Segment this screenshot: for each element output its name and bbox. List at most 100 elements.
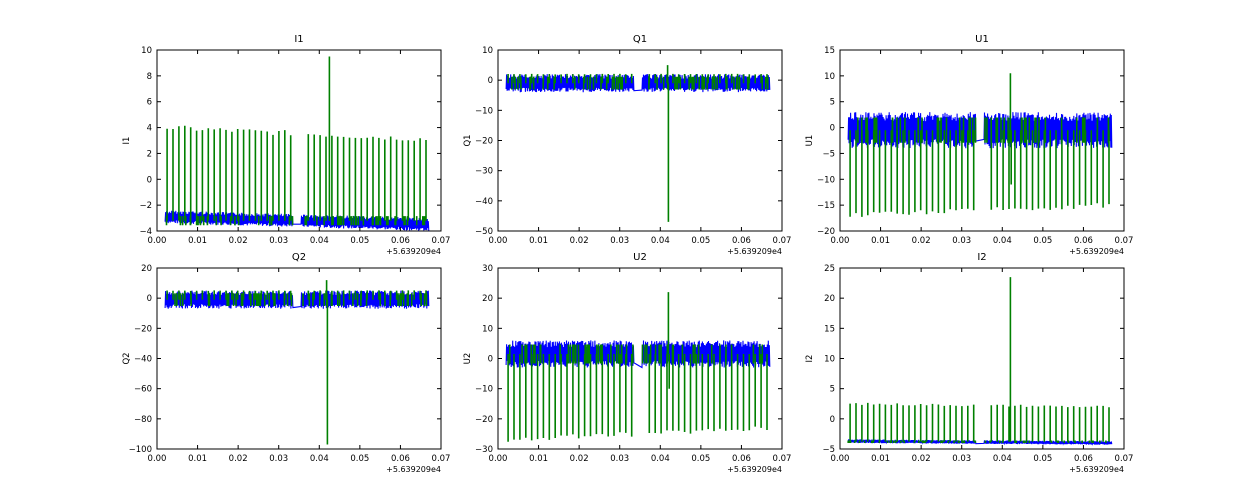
y-tick-label: −80 (134, 415, 152, 425)
y-tick-label: 15 (824, 324, 835, 334)
subplot-u1: U1 U1 0.00 0.01 0.02 0.03 0.04 0.05 0.06 0.07 −20 −… (805, 34, 1133, 256)
y-tick-label: −15 (817, 201, 835, 211)
y-tick-label: 30 (482, 264, 493, 274)
plot-area (164, 280, 430, 445)
x-tick-label: 0.04 (993, 236, 1012, 246)
y-tick-label: 5 (830, 98, 835, 108)
chart-title: Q2 (292, 252, 306, 263)
series-green-line (849, 73, 1110, 217)
x-tick-label: 0.06 (1074, 454, 1093, 464)
y-tick-label: −100 (129, 445, 152, 455)
y-tick-label: −40 (134, 355, 152, 365)
y-axis-label: Q2 (122, 352, 132, 364)
y-tick-label: −20 (475, 137, 493, 147)
y-tick-label: 0 (147, 175, 152, 185)
y-axis-label: I2 (805, 355, 815, 363)
x-tick-label: 0.02 (912, 236, 931, 246)
y-tick-label: 15 (824, 46, 835, 56)
y-tick-label: 25 (824, 264, 835, 274)
x-tick-label: 0.03 (269, 236, 288, 246)
y-tick-label: 0 (830, 415, 835, 425)
y-tick-label: −20 (817, 227, 835, 237)
y-tick-label: −2 (139, 201, 152, 211)
x-tick-label: 0.01 (529, 236, 548, 246)
x-tick-label: 0.01 (529, 454, 548, 464)
y-tick-label: −50 (475, 227, 493, 237)
x-tick-label: 0.05 (350, 454, 369, 464)
x-tick-label: 0.03 (269, 454, 288, 464)
y-tick-label: 20 (482, 294, 493, 304)
y-tick-label: 0 (147, 294, 152, 304)
plot-area (847, 277, 1113, 446)
y-axis-label: U2 (463, 353, 473, 365)
x-tick-label: 0.02 (912, 454, 931, 464)
y-axis-label: I1 (122, 137, 132, 145)
y-tick-label: −10 (475, 385, 493, 395)
plot-area (847, 73, 1113, 217)
axes-frame (156, 49, 442, 232)
y-tick-label: 10 (141, 46, 152, 56)
x-tick-label: 0.05 (691, 236, 710, 246)
series-blue-line (505, 74, 771, 93)
x-tick-label: 0.00 (489, 454, 508, 464)
x-tick-label: 0.00 (489, 236, 508, 246)
series-green-line (507, 292, 768, 442)
axes-frame (839, 267, 1125, 450)
x-tick-label: 0.07 (773, 236, 792, 246)
x-tick-label: 0.04 (993, 454, 1012, 464)
x-tick-label: 0.00 (831, 236, 850, 246)
plot-area (505, 292, 771, 442)
x-tick-label: 0.00 (148, 454, 167, 464)
y-axis-label: U1 (805, 135, 815, 147)
x-tick-label: 0.04 (310, 454, 329, 464)
x-tick-label: 0.06 (732, 454, 751, 464)
chart-title: I1 (294, 34, 303, 45)
subplot-u2: U2 U2 0.00 0.01 0.02 0.03 0.04 0.05 0.06 0.07 −30 −… (463, 252, 791, 474)
x-tick-label: 0.06 (391, 236, 410, 246)
x-tick-label: 0.03 (610, 236, 629, 246)
x-tick-label: 0.01 (188, 454, 207, 464)
series-blue-line (505, 340, 771, 369)
x-tick-label: 0.04 (651, 454, 670, 464)
x-tick-label: 0.06 (732, 236, 751, 246)
y-tick-label: −30 (475, 167, 493, 177)
plot-area (505, 65, 771, 222)
y-tick-label: 20 (141, 264, 152, 274)
y-tick-label: −20 (475, 415, 493, 425)
x-offset-text: +5.639209e4 (386, 247, 441, 256)
y-tick-label: −20 (134, 324, 152, 334)
y-tick-label: 4 (147, 124, 152, 134)
x-tick-label: 0.02 (229, 236, 248, 246)
x-offset-text: +5.639209e4 (727, 465, 782, 474)
x-tick-label: 0.07 (1115, 454, 1134, 464)
y-tick-label: −40 (475, 197, 493, 207)
x-tick-label: 0.02 (229, 454, 248, 464)
x-tick-label: 0.02 (570, 236, 589, 246)
x-tick-label: 0.07 (1115, 236, 1134, 246)
x-tick-label: 0.03 (952, 454, 971, 464)
x-tick-label: 0.07 (432, 454, 451, 464)
axes-frame (839, 49, 1125, 232)
y-tick-label: −60 (134, 385, 152, 395)
x-tick-label: 0.05 (1033, 454, 1052, 464)
y-tick-label: 8 (147, 72, 152, 82)
subplot-q2: Q2 Q2 0.00 0.01 0.02 0.03 0.04 0.05 0.06 0.07 −100… (122, 252, 450, 474)
y-tick-label: −10 (817, 175, 835, 185)
y-tick-label: −30 (475, 445, 493, 455)
y-tick-label: 0 (830, 124, 835, 134)
x-tick-label: 0.01 (871, 454, 890, 464)
series-green-line (165, 56, 427, 226)
chart-title: U2 (633, 252, 647, 263)
x-offset-text: +5.639209e4 (727, 247, 782, 256)
y-tick-label: 2 (147, 149, 152, 159)
y-tick-label: 5 (830, 385, 835, 395)
x-tick-label: 0.07 (773, 454, 792, 464)
x-offset-text: +5.639209e4 (386, 465, 441, 474)
x-tick-label: 0.01 (188, 236, 207, 246)
x-tick-label: 0.03 (952, 236, 971, 246)
y-tick-label: −4 (139, 227, 152, 237)
x-tick-label: 0.06 (391, 454, 410, 464)
chart-title: Q1 (633, 34, 647, 45)
y-tick-label: 10 (482, 324, 493, 334)
